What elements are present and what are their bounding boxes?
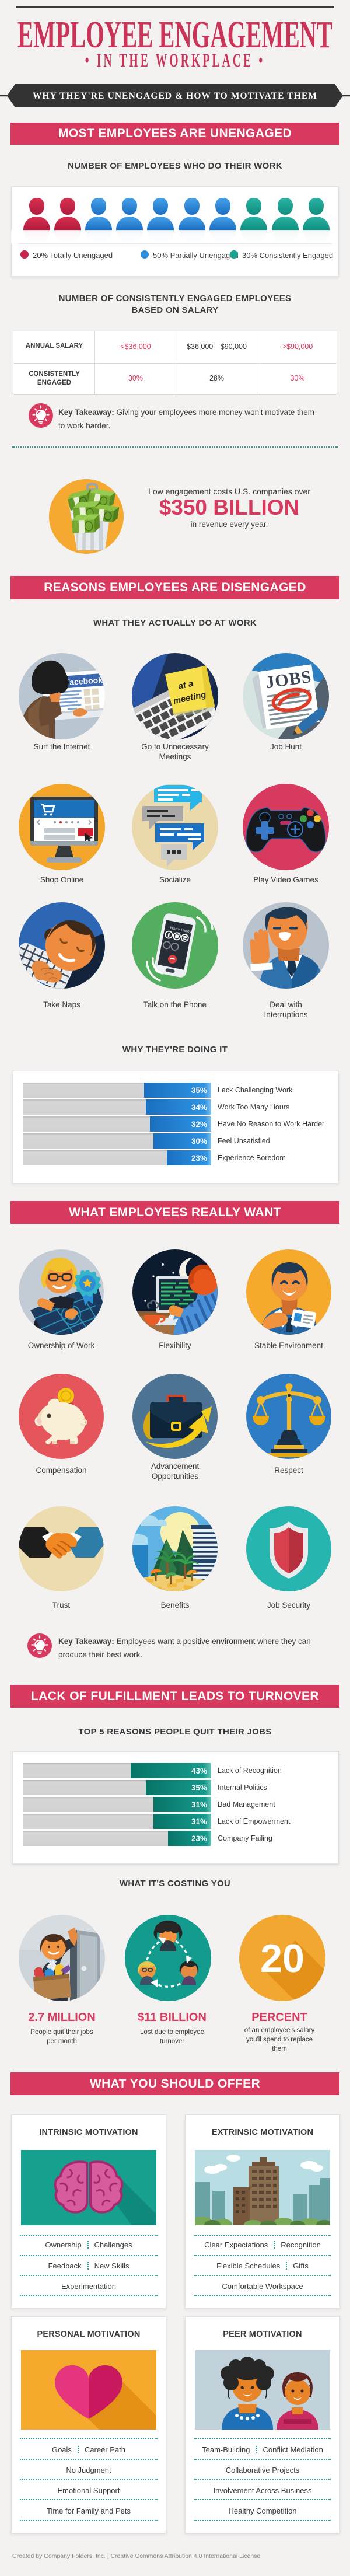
svg-text:facebook: facebook: [66, 675, 103, 687]
svg-text:34%: 34%: [191, 1103, 207, 1112]
svg-text:35%: 35%: [191, 1086, 207, 1095]
svg-text:Feel Unsatisfied: Feel Unsatisfied: [218, 1137, 270, 1145]
svg-text:Experience Boredom: Experience Boredom: [218, 1154, 286, 1162]
svg-text:Internal Politics: Internal Politics: [218, 1783, 267, 1792]
svg-text:20: 20: [260, 1936, 304, 1981]
svg-text:31%: 31%: [191, 1800, 207, 1809]
svg-text:31%: 31%: [191, 1817, 207, 1826]
svg-text:43%: 43%: [191, 1767, 207, 1775]
svg-text:32%: 32%: [191, 1120, 207, 1129]
svg-text:Lack of Empowerment: Lack of Empowerment: [218, 1817, 290, 1825]
svg-text:23%: 23%: [191, 1834, 207, 1843]
svg-text:35%: 35%: [191, 1783, 207, 1792]
svg-text:at a: at a: [177, 679, 194, 692]
svg-text:Work Too Many Hours: Work Too Many Hours: [218, 1103, 289, 1111]
svg-text:Have No Reason to Work Harder: Have No Reason to Work Harder: [218, 1120, 324, 1128]
svg-text:Lack Challenging Work: Lack Challenging Work: [218, 1086, 293, 1094]
svg-text:Bad Management: Bad Management: [218, 1800, 275, 1809]
svg-text:30%: 30%: [191, 1137, 207, 1146]
svg-text:Lack of Recognition: Lack of Recognition: [218, 1767, 282, 1775]
svg-text:Company Failing: Company Failing: [218, 1834, 272, 1842]
svg-text:23%: 23%: [191, 1154, 207, 1163]
